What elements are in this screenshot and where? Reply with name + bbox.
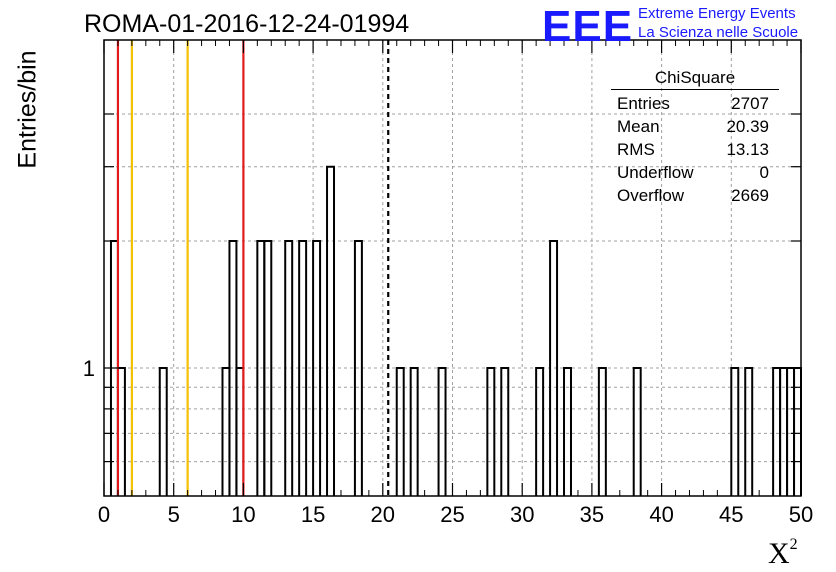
histogram-bar [563,367,572,496]
histogram-bar [437,367,447,496]
x-tick-label: 30 [510,502,534,527]
histogram-bar [263,240,273,496]
axis-ticks [103,40,802,496]
histogram-bar [298,240,308,496]
x-axis-label-exponent: 2 [789,536,798,553]
histogram-bar [312,240,322,496]
histogram-bar [409,367,419,496]
histogram-bar [744,367,754,496]
stats-box: ChiSquare Entries 2707 Mean 20.39 RMS 13.13… [611,68,779,207]
eee-logo: EEE [542,2,634,51]
stats-row: RMS 13.13 [611,138,779,161]
histogram-bar [535,367,545,496]
stats-value: 20.39 [726,117,769,136]
x-axis-label-base: X [768,537,790,570]
y-tick-label: 1 [83,356,95,381]
histogram-bar [549,240,559,496]
x-axis-label: X2 [768,536,798,571]
chart-title: ROMA-01-2016-12-24-01994 [84,10,410,38]
stats-value: 13.13 [726,140,769,159]
stats-label: Underflow [617,163,694,182]
histogram-bars [109,165,802,496]
histogram-bar [326,165,336,496]
histogram-bar [730,367,740,496]
x-tick-label: 20 [371,502,395,527]
stats-label: Entries [617,94,670,113]
logo-line-1: Extreme Energy Events [638,5,796,22]
x-tick-label: 50 [789,502,813,527]
stats-value: 2707 [731,94,769,113]
histogram-bar [632,367,642,496]
histogram-bar [158,367,168,496]
grid-lines [104,40,801,496]
histogram-bar [500,367,510,496]
stats-row: Entries 2707 [611,92,779,115]
logo-line-2: La Scienza nelle Scuole [638,24,799,41]
y-axis-label: Entries/bin [13,50,42,169]
histogram-bar [353,240,363,496]
tick-labels: 0 5 10 15 20 25 30 35 40 45 50 1 [83,356,813,527]
stats-box-rule [611,89,779,90]
x-tick-label: 15 [301,502,325,527]
x-tick-label: 35 [580,502,604,527]
stats-value: 0 [759,163,769,182]
x-tick-label: 25 [440,502,464,527]
x-tick-label: 5 [168,502,180,527]
x-tick-label: 45 [719,502,743,527]
x-tick-label: 40 [649,502,673,527]
stats-row: Overflow 2669 [611,184,779,207]
stats-label: Overflow [617,186,685,205]
histogram-bar [284,240,294,496]
stats-value: 2669 [731,186,769,205]
x-tick-label: 0 [98,502,110,527]
reference-lines [116,40,390,496]
histogram-bar [486,367,496,496]
stats-row: Underflow 0 [611,161,779,184]
stats-row: Mean 20.39 [611,115,779,138]
stats-label: RMS [617,140,655,159]
stats-label: Mean [617,117,660,136]
histogram-bar [395,367,405,496]
histogram-bar [597,367,607,496]
x-tick-label: 10 [231,502,255,527]
eee-logo-text: Extreme Energy Events La Scienza nelle S… [638,4,798,42]
stats-box-title: ChiSquare [654,68,736,87]
